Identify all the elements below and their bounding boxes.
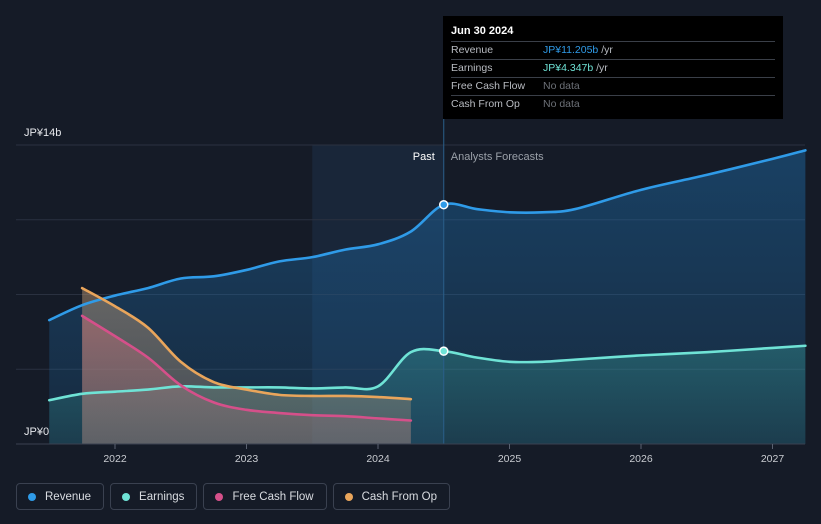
tooltip-value: JP¥4.347b: [543, 62, 594, 74]
tooltip-row-free-cash-flow: Free Cash Flow No data: [451, 77, 775, 95]
tooltip-value: JP¥11.205b: [543, 44, 599, 56]
legend-label: Earnings: [139, 490, 185, 503]
tooltip-date: Jun 30 2024: [451, 25, 514, 37]
highlight-markers: [439, 199, 449, 356]
legend: Revenue Earnings Free Cash Flow Cash Fro…: [16, 483, 451, 510]
x-tick-label: 2025: [498, 453, 522, 465]
legend-item-free-cash-flow[interactable]: Free Cash Flow: [203, 483, 327, 510]
legend-item-earnings[interactable]: Earnings: [110, 483, 198, 510]
x-tick-label: 2026: [629, 453, 653, 465]
x-tick-label: 2022: [103, 453, 127, 465]
series-areas: [49, 150, 806, 444]
tooltip-unit: /yr: [598, 44, 613, 56]
x-tick-label: 2023: [235, 453, 259, 465]
tooltip-value: No data: [543, 80, 580, 92]
series-lines: [47, 149, 807, 422]
cfo-area: [82, 288, 411, 444]
revenue-line: [47, 149, 807, 322]
tooltip-label: Free Cash Flow: [451, 80, 526, 92]
earnings-line: [47, 344, 807, 402]
tooltip-label: Revenue: [451, 44, 494, 56]
x-axis: 2022 2023 2024 2025 2026 2027: [16, 443, 805, 465]
tooltip-unit: /yr: [593, 62, 608, 74]
x-tick-label: 2024: [366, 453, 390, 465]
legend-dot-icon: [122, 492, 131, 501]
legend-dot-icon: [215, 492, 224, 501]
tooltip-label: Earnings: [451, 62, 493, 74]
legend-label: Free Cash Flow: [232, 490, 314, 503]
tooltip: Jun 30 2024 Revenue JP¥11.205b /yr Earni…: [443, 16, 783, 119]
past-label: Past: [413, 151, 435, 163]
fcf-line: [80, 314, 413, 422]
x-tick-label: 2027: [761, 453, 785, 465]
y-tick-label: JP¥0: [24, 426, 49, 438]
legend-dot-icon: [344, 492, 353, 501]
legend-label: Cash From Op: [361, 490, 438, 503]
tooltip-row-earnings: Earnings JP¥4.347b /yr: [451, 59, 775, 77]
y-tick-label: JP¥14b: [24, 127, 61, 139]
y-axis-labels: JP¥14b JP¥0: [24, 127, 61, 438]
tooltip-row-cash-from-op: Cash From Op No data: [451, 95, 775, 113]
tooltip-value: No data: [543, 98, 580, 110]
tooltip-label: Cash From Op: [451, 98, 520, 110]
earnings-marker: [439, 346, 449, 356]
forecast-label: Analysts Forecasts: [451, 151, 544, 163]
legend-item-revenue[interactable]: Revenue: [16, 483, 105, 510]
tooltip-row-revenue: Revenue JP¥11.205b /yr: [451, 41, 775, 59]
legend-dot-icon: [28, 492, 36, 501]
legend-label: Revenue: [45, 490, 92, 503]
cfo-line: [80, 286, 413, 401]
revenue-marker: [439, 199, 449, 210]
legend-item-cash-from-op[interactable]: Cash From Op: [332, 483, 451, 510]
